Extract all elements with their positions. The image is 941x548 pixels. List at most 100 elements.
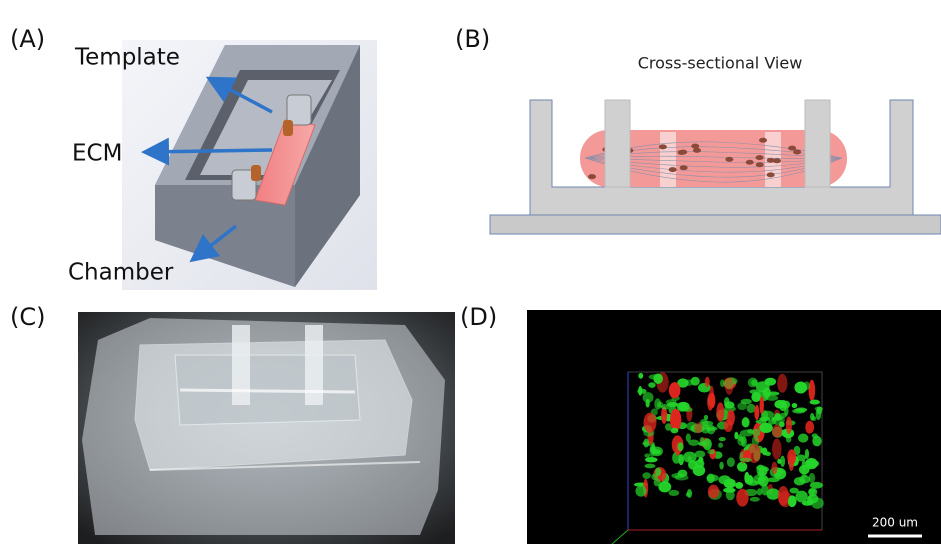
cell (707, 474, 719, 481)
cell (669, 167, 677, 172)
cell (651, 474, 658, 481)
cell (756, 162, 764, 167)
cell (725, 378, 733, 395)
cell (718, 443, 723, 448)
cell (637, 389, 646, 394)
cell (789, 454, 794, 471)
cell (761, 484, 768, 496)
cell (740, 458, 752, 462)
cell (786, 436, 792, 442)
cell (644, 464, 655, 469)
cell (741, 436, 747, 447)
panel-a: (A) Template ECM Chamber (10, 25, 377, 290)
cell (795, 408, 807, 413)
cell (671, 473, 684, 478)
cell (720, 379, 725, 387)
cell (707, 425, 715, 435)
cell (719, 462, 723, 470)
panel-title: Cross-sectional View (638, 54, 803, 73)
cell (771, 462, 777, 474)
cell (659, 144, 667, 149)
cell (653, 373, 663, 383)
base-plate (490, 215, 941, 234)
cell (638, 373, 643, 379)
cell (778, 486, 789, 506)
panel-c: (C) (10, 303, 455, 544)
cell (804, 381, 810, 390)
cell (735, 482, 743, 489)
cell (643, 392, 654, 403)
cell (805, 449, 809, 459)
cell (756, 155, 764, 160)
cell (754, 405, 759, 420)
panel-label: (C) (10, 303, 45, 331)
cell (635, 485, 646, 496)
cell (588, 174, 596, 179)
panel-label: (D) (460, 303, 497, 331)
cell (685, 380, 694, 386)
cell (651, 444, 655, 454)
annotation: ECM (72, 141, 122, 167)
cell (705, 377, 710, 387)
cell (779, 421, 785, 427)
cell (751, 379, 758, 386)
cell (741, 399, 752, 405)
cell (701, 421, 713, 426)
cell (677, 442, 683, 451)
cell (734, 432, 738, 439)
cell (760, 396, 764, 414)
cell (762, 447, 767, 455)
cell (678, 454, 684, 465)
panel-label: (B) (455, 25, 490, 53)
panel-d: (D) 200 um (460, 303, 941, 544)
cell (746, 160, 754, 165)
cell (670, 409, 681, 431)
cell (759, 423, 773, 433)
cell (747, 475, 753, 485)
cell (749, 389, 760, 394)
cell (758, 467, 767, 476)
cell (736, 489, 748, 507)
cell (809, 380, 816, 401)
cell (777, 459, 781, 464)
cell (794, 477, 805, 485)
cell (740, 430, 754, 437)
figure: (A) Template ECM Chamber (B) Cross-secti… (0, 0, 941, 544)
cell (693, 148, 701, 153)
cell (654, 398, 661, 410)
cell (796, 454, 806, 461)
cell (648, 382, 655, 388)
cell (759, 417, 770, 421)
cell (718, 475, 730, 484)
cell (742, 417, 750, 427)
cell (792, 403, 798, 408)
cell (661, 404, 670, 410)
cell (788, 495, 797, 507)
cell (805, 421, 814, 434)
cell (686, 492, 690, 497)
cell (725, 157, 733, 162)
cell (793, 149, 801, 154)
cell (686, 433, 691, 442)
cell (807, 460, 819, 467)
cell (798, 434, 808, 443)
cell (777, 374, 787, 393)
cell (765, 395, 778, 401)
cell (810, 400, 820, 405)
cell (812, 433, 818, 438)
scale-label: 200 um (872, 516, 918, 530)
cell (772, 439, 782, 460)
annotation: Template (74, 45, 180, 71)
cell (644, 453, 650, 457)
cell (691, 144, 699, 149)
confocal-image (527, 310, 941, 544)
cell (767, 477, 780, 482)
cell (680, 165, 688, 170)
cell (808, 489, 815, 494)
cell (678, 150, 686, 155)
cell (773, 158, 781, 163)
cell (707, 449, 715, 454)
cell (688, 460, 697, 470)
cell (765, 378, 777, 386)
cell (668, 490, 679, 496)
